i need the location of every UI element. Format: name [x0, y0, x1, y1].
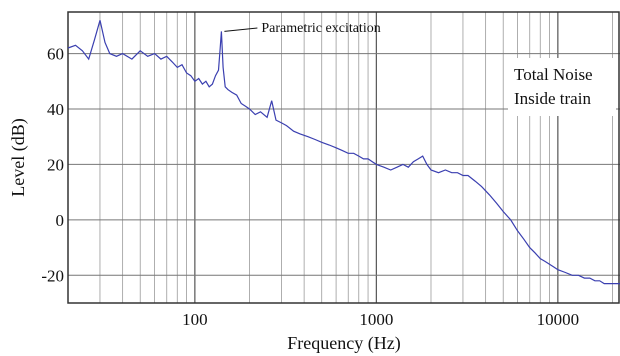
y-tick-label: 60	[47, 45, 64, 64]
annotation-leader-line	[224, 27, 258, 32]
y-tick-label: 40	[47, 100, 64, 119]
y-tick-label: 0	[56, 211, 65, 230]
legend-box	[508, 58, 616, 116]
y-tick-label: -20	[41, 266, 64, 285]
x-axis-label: Frequency (Hz)	[287, 333, 400, 354]
x-tick-label: 1000	[359, 310, 393, 329]
y-tick-labels: -20 0 20 40 60	[41, 45, 64, 286]
x-tick-label: 10000	[537, 310, 580, 329]
series-line-total-noise	[67, 20, 620, 285]
legend-text-line: Inside train	[514, 89, 591, 108]
y-tick-label: 20	[47, 155, 64, 174]
y-axis-label: Level (dB)	[8, 118, 29, 196]
minor-grid	[67, 12, 613, 303]
major-grid	[68, 12, 620, 303]
x-tick-labels: 100 1000 10000	[182, 310, 579, 329]
annotations: Parametric excitation	[224, 21, 381, 36]
legend: Total Noise Inside train	[508, 58, 616, 116]
legend-text-line: Total Noise	[514, 65, 593, 84]
plot-frame	[67, 11, 620, 304]
annotation-parametric-excitation: Parametric excitation	[261, 21, 380, 36]
x-tick-label: 100	[182, 310, 208, 329]
